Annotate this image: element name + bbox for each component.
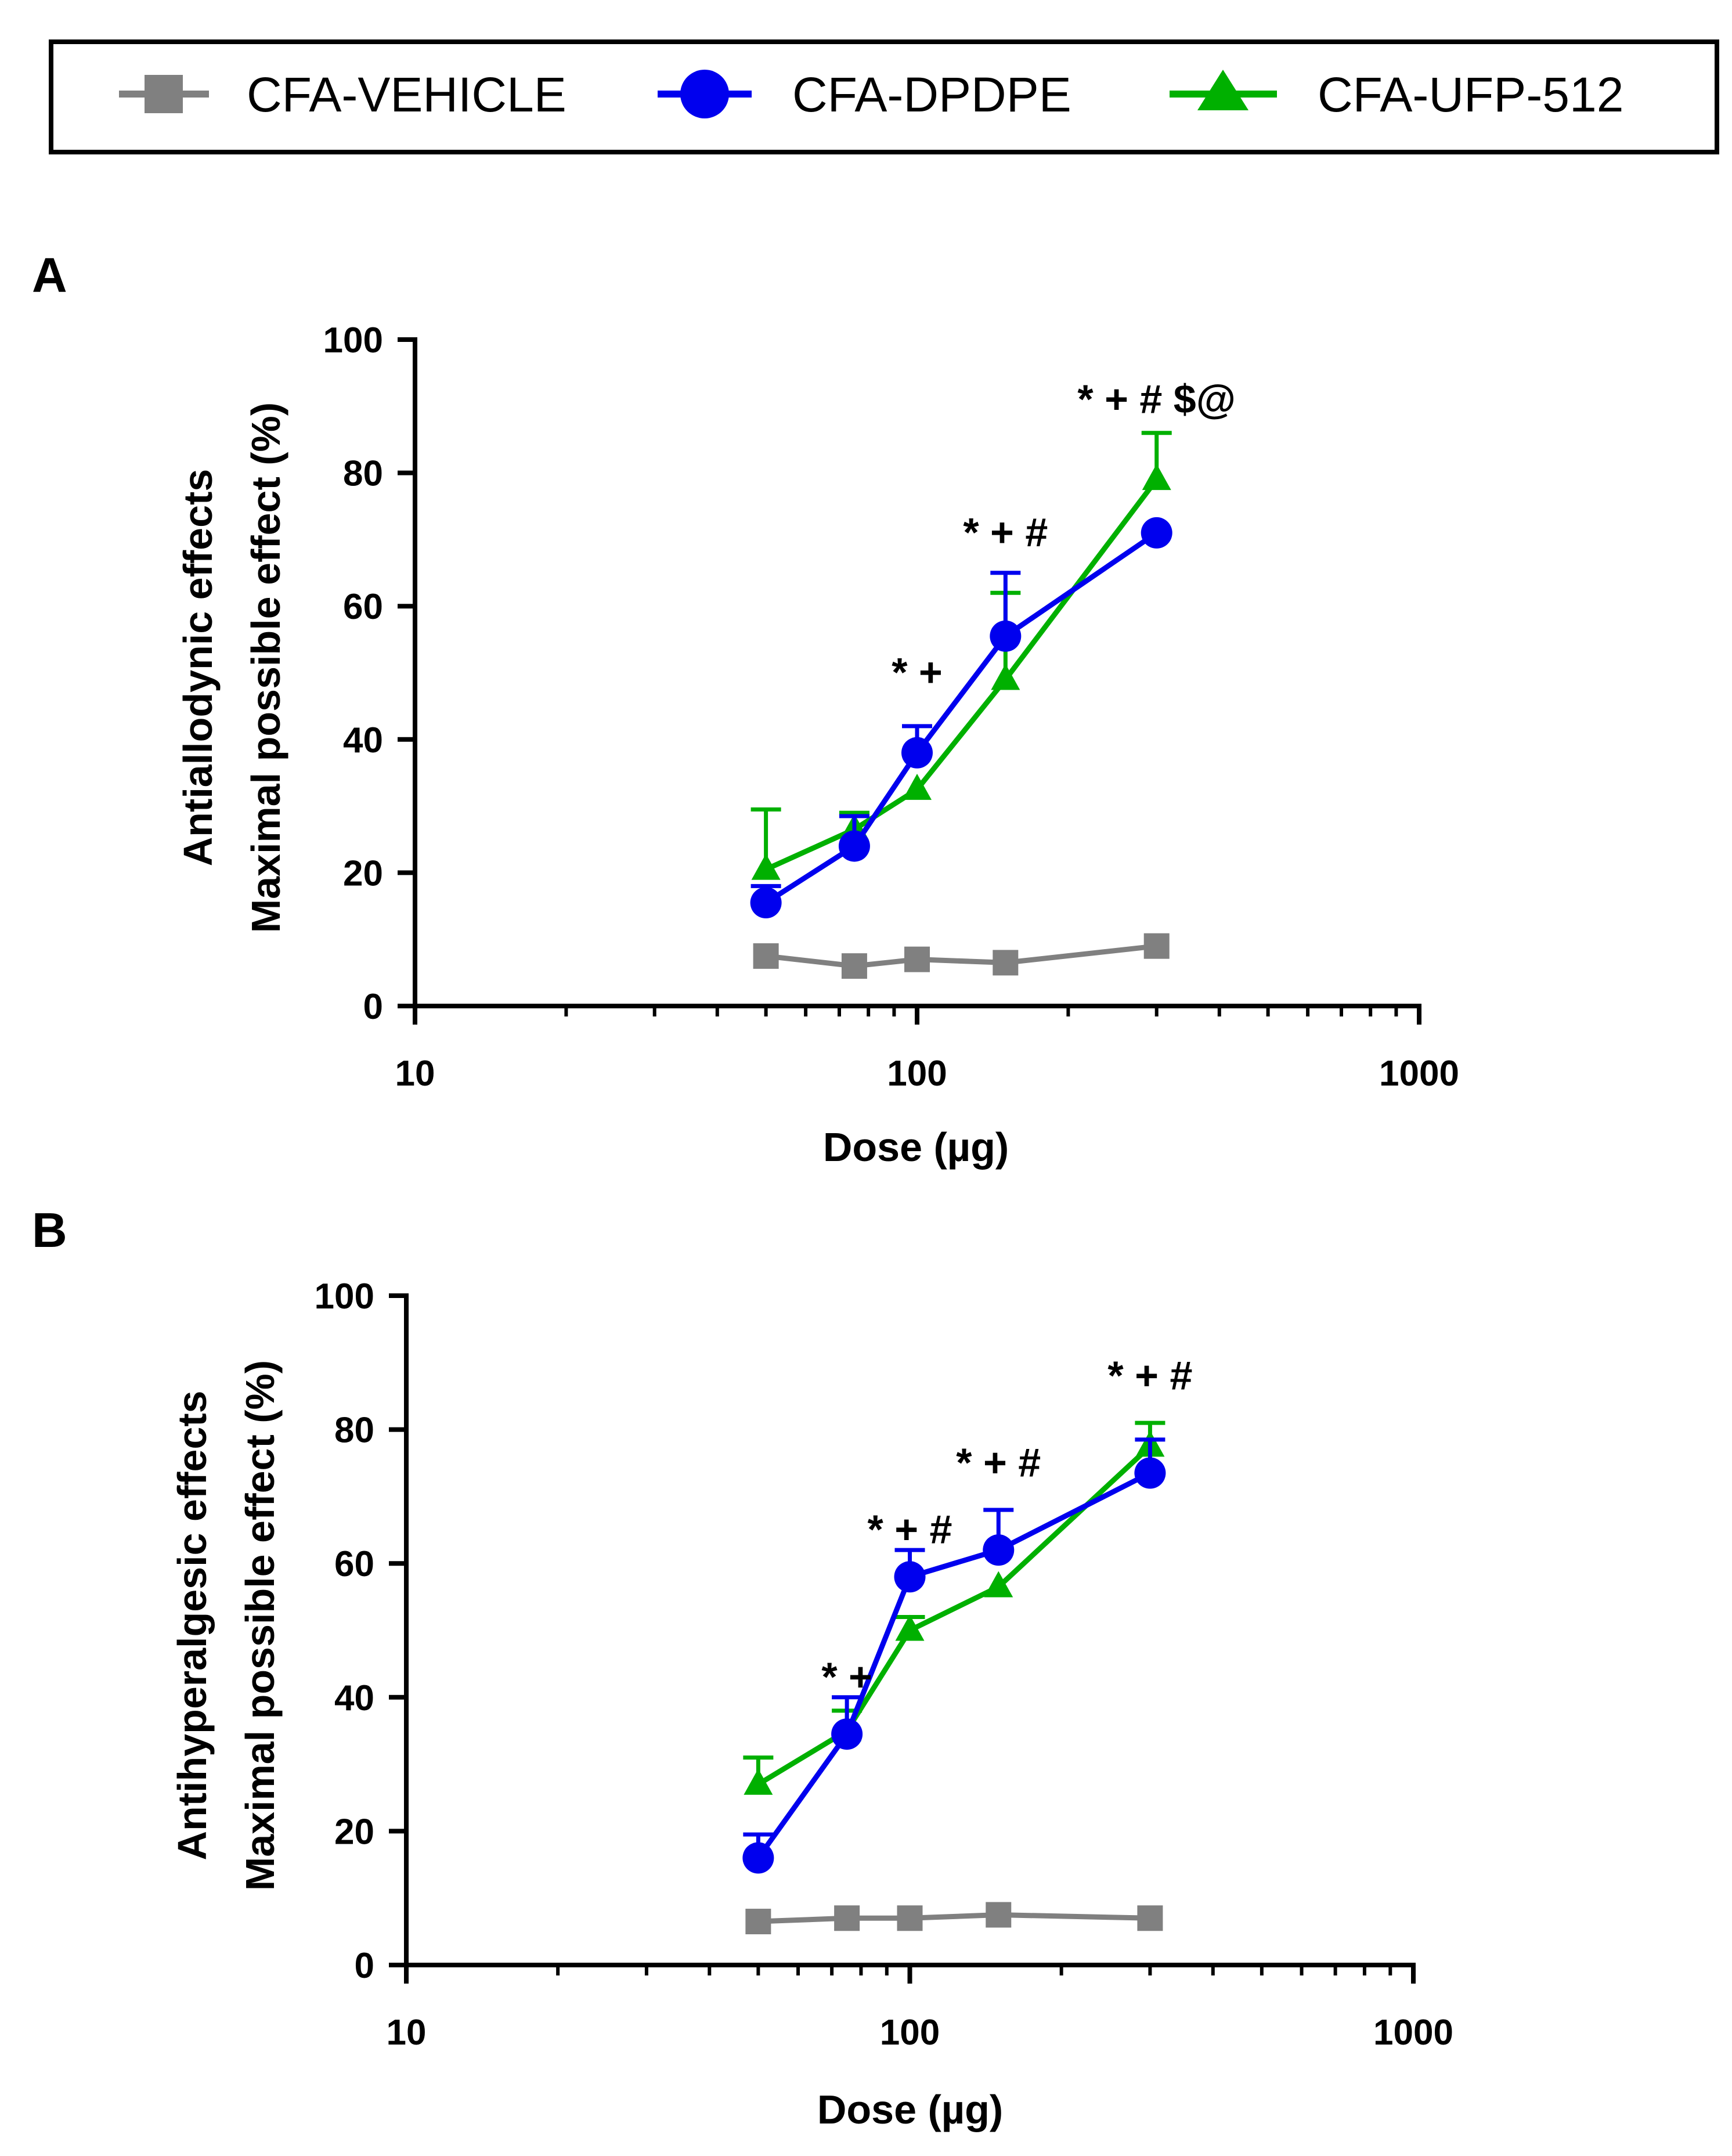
legend-label-vehicle: CFA-VEHICLE xyxy=(247,67,566,122)
series-line xyxy=(757,1444,1152,1787)
x-axis-title: Dose (µg) xyxy=(817,2087,1003,2132)
significance-annotation: * + # $@ xyxy=(1077,376,1236,421)
data-point-triangle xyxy=(744,1768,773,1795)
data-point-circle xyxy=(894,1561,926,1593)
data-point-triangle xyxy=(903,773,932,800)
x-tick-label: 10 xyxy=(395,1054,435,1094)
y-tick-label: 40 xyxy=(334,1678,374,1718)
annotation-layer: * +* + #* + #* + # xyxy=(821,1353,1192,1699)
panel-a-antiallodynic: A 0 20 40 60 80 100 10 100 1000 * + * + # * + # $@… xyxy=(32,248,1459,1170)
data-point-square xyxy=(1137,1905,1163,1931)
significance-annotation: * + # xyxy=(956,1440,1041,1485)
significance-annotation: * + # xyxy=(1107,1353,1192,1398)
x-tick-label: 100 xyxy=(887,1054,947,1094)
panel-label: A xyxy=(32,248,67,302)
series-layer xyxy=(750,431,1172,979)
y-tick-label: 0 xyxy=(355,1946,374,1986)
y-tick-label: 60 xyxy=(343,587,383,627)
data-point-circle xyxy=(1134,1457,1166,1489)
legend-label-ufp512: CFA-UFP-512 xyxy=(1318,67,1623,122)
legend-entry-dpdpe: CFA-DPDPE xyxy=(658,67,1071,122)
data-point-triangle xyxy=(991,664,1020,690)
data-point-square xyxy=(834,1905,860,1931)
legend-triangle-marker xyxy=(1197,70,1249,110)
data-point-circle xyxy=(838,830,870,862)
axes-area: 0 20 40 60 80 100 10 100 1000 xyxy=(315,1277,1453,2053)
y-tick-label: 40 xyxy=(343,720,383,760)
significance-annotation: * + xyxy=(821,1654,872,1699)
data-point-triangle xyxy=(1142,464,1171,491)
y-tick-label: 20 xyxy=(334,1812,374,1852)
legend-box xyxy=(49,39,1719,154)
y-axis-title-line-1: Antiallodynic effects xyxy=(175,469,221,867)
data-point-circle xyxy=(901,737,933,769)
x-tick-label: 1000 xyxy=(1379,1054,1459,1094)
data-point-square xyxy=(904,946,930,972)
data-point-square xyxy=(841,953,867,979)
y-axis-title-line-2: Maximal possible effect (%) xyxy=(237,1360,283,1891)
series-line xyxy=(766,943,1157,969)
data-point-circle xyxy=(990,620,1022,652)
y-tick-label: 0 xyxy=(363,987,383,1027)
y-axis-title-line-1: Antihyperalgesic effects xyxy=(169,1390,215,1860)
legend-label-dpdpe: CFA-DPDPE xyxy=(792,67,1071,122)
y-tick-label: 80 xyxy=(343,454,383,494)
legend-entry-ufp512: CFA-UFP-512 xyxy=(1170,67,1623,122)
data-point-square xyxy=(993,950,1019,976)
series-line xyxy=(758,1912,1150,1924)
data-point-square xyxy=(745,1909,771,1935)
data-point-square xyxy=(986,1902,1012,1928)
data-point-triangle xyxy=(751,853,781,880)
data-point-circle xyxy=(831,1718,863,1750)
x-tick-label: 1000 xyxy=(1373,2013,1453,2053)
legend-entry-vehicle: CFA-VEHICLE xyxy=(119,67,566,122)
data-point-circle xyxy=(742,1842,774,1874)
series-line xyxy=(764,478,1159,872)
x-tick-label: 10 xyxy=(387,2013,427,2053)
y-tick-label: 100 xyxy=(315,1277,374,1317)
x-axis-title: Dose (µg) xyxy=(823,1124,1009,1170)
legend-square-marker xyxy=(145,75,183,113)
significance-annotation: * + xyxy=(892,650,943,695)
legend: CFA-VEHICLE CFA-DPDPE CFA-UFP-512 xyxy=(49,39,1719,154)
data-point-triangle xyxy=(895,1614,925,1641)
annotation-layer: * + * + # * + # $@ xyxy=(892,376,1236,695)
data-point-circle xyxy=(1141,517,1172,549)
data-point-circle xyxy=(983,1534,1015,1566)
y-tick-label: 60 xyxy=(334,1544,374,1584)
y-tick-label: 100 xyxy=(323,320,383,360)
y-tick-label: 20 xyxy=(343,853,383,893)
data-point-triangle xyxy=(984,1571,1013,1598)
significance-annotation: * + # xyxy=(868,1507,952,1552)
panel-label: B xyxy=(32,1203,67,1257)
data-point-square xyxy=(1143,933,1170,959)
series-layer xyxy=(742,1420,1166,1935)
series-line xyxy=(756,1470,1152,1860)
legend-circle-marker xyxy=(680,70,729,118)
axes-area: 0 20 40 60 80 100 10 100 1000 xyxy=(323,320,1459,1094)
y-tick-label: 80 xyxy=(334,1411,374,1451)
data-point-square xyxy=(897,1905,923,1931)
data-point-square xyxy=(753,943,779,969)
series-line xyxy=(764,531,1159,905)
data-point-circle xyxy=(750,887,782,919)
x-tick-label: 100 xyxy=(880,2013,940,2053)
y-axis-title-line-2: Maximal possible effect (%) xyxy=(243,402,288,933)
significance-annotation: * + # xyxy=(963,510,1048,555)
